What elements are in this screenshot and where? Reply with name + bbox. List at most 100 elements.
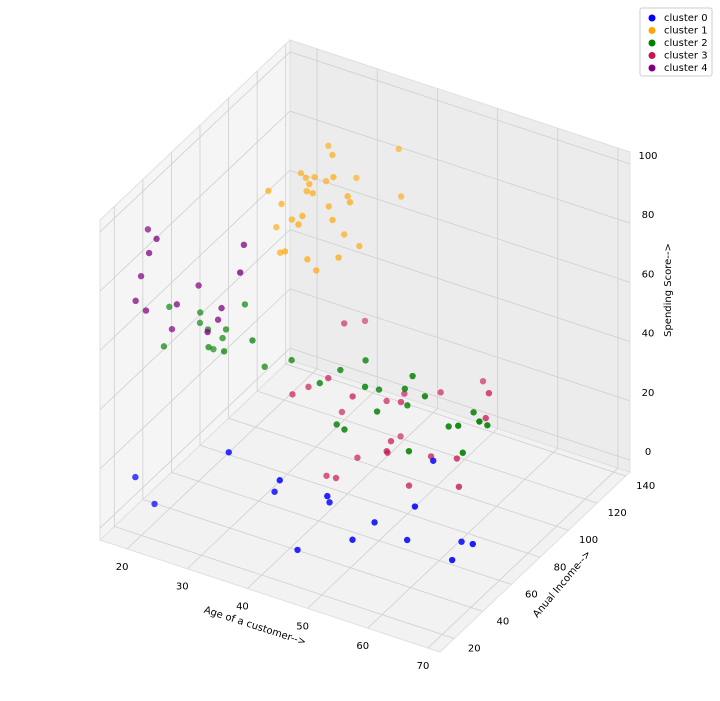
point: [445, 423, 452, 430]
point: [401, 385, 409, 392]
point: [241, 301, 249, 308]
point: [225, 449, 232, 456]
point: [278, 200, 285, 208]
y-tick-label: 80: [554, 562, 567, 573]
legend-marker: [648, 14, 656, 22]
y-tick-label: 120: [608, 508, 627, 519]
z-tick-label: 0: [645, 447, 651, 458]
point: [326, 499, 333, 506]
point: [409, 372, 416, 380]
point: [429, 457, 437, 464]
point: [281, 248, 289, 255]
grid-line: [171, 471, 512, 585]
z-tick-label: 20: [642, 388, 655, 399]
legend-label: cluster 4: [664, 63, 708, 74]
grid-line: [289, 110, 631, 224]
legend-marker: [648, 52, 656, 59]
point: [482, 414, 489, 422]
point: [349, 393, 356, 400]
grid-line: [142, 499, 483, 612]
y-tick-label: 100: [579, 535, 598, 546]
point: [297, 169, 305, 177]
point: [237, 269, 244, 276]
point: [333, 421, 340, 428]
point: [375, 386, 383, 393]
point: [361, 317, 369, 325]
point: [404, 402, 411, 409]
point: [325, 142, 332, 150]
grid-line: [285, 363, 626, 477]
x-tick-label: 60: [356, 641, 369, 652]
grid-line: [247, 408, 438, 589]
point: [454, 422, 462, 429]
point: [311, 173, 318, 181]
legend-label: cluster 1: [664, 26, 708, 37]
point: [276, 477, 283, 484]
y-tick-label: 60: [525, 589, 538, 600]
legend-marker: [648, 39, 656, 47]
point: [204, 328, 211, 336]
point: [306, 180, 313, 188]
point: [458, 538, 465, 545]
grid-line: [367, 447, 559, 629]
point: [459, 449, 466, 456]
point: [340, 231, 348, 238]
point: [329, 216, 336, 224]
z-tick-label: 40: [642, 329, 655, 340]
point: [249, 337, 256, 344]
grid-line: [126, 368, 318, 550]
point: [437, 389, 444, 396]
point: [151, 500, 158, 508]
point: [304, 256, 311, 263]
point: [132, 297, 139, 305]
point: [401, 390, 408, 397]
point: [421, 393, 429, 400]
point: [302, 174, 310, 182]
point: [397, 398, 405, 406]
grid-line: [199, 444, 541, 558]
legend-label: cluster 3: [664, 51, 708, 62]
point: [195, 282, 202, 289]
legend-marker: [648, 27, 656, 34]
grid-line: [228, 417, 569, 531]
z-axis-label: Spending Score-->: [663, 243, 674, 337]
point: [337, 366, 344, 374]
x-tick-label: 20: [116, 562, 129, 573]
grid-line: [289, 288, 631, 402]
point: [353, 174, 360, 182]
point: [160, 343, 168, 350]
point: [325, 374, 332, 382]
point: [361, 383, 369, 391]
y-axis-label: Anual Income-->: [531, 549, 593, 620]
point: [289, 391, 296, 398]
point: [405, 447, 413, 455]
point: [220, 348, 228, 355]
point: [218, 304, 225, 312]
point: [265, 187, 272, 195]
point: [341, 426, 348, 433]
grid-line: [427, 467, 619, 649]
point: [354, 454, 361, 461]
back-pane: [289, 39, 631, 473]
point: [316, 379, 323, 387]
grid-line: [289, 169, 631, 283]
x-tick-label: 70: [417, 661, 430, 672]
grid-line: [289, 347, 631, 461]
point: [411, 503, 419, 510]
point: [476, 418, 483, 425]
point: [349, 536, 356, 543]
point: [397, 433, 404, 440]
point: [344, 193, 351, 200]
point: [214, 316, 222, 323]
grid-line: [289, 229, 631, 343]
point: [240, 241, 248, 249]
point: [356, 242, 363, 250]
point: [405, 482, 413, 489]
y-tick-label: 140: [636, 481, 655, 492]
point: [166, 303, 173, 311]
x-tick-label: 50: [296, 621, 309, 632]
grid-line: [99, 288, 291, 470]
